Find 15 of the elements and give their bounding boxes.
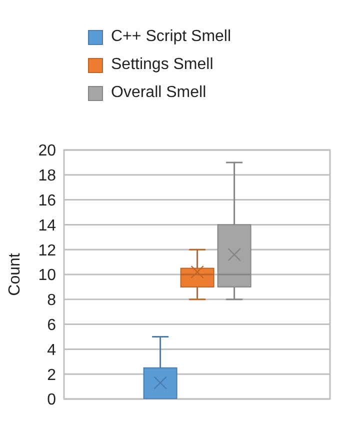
y-axis-title: Count: [6, 252, 24, 296]
y-tick-label: 0: [47, 392, 56, 409]
y-tick-label: 8: [47, 292, 56, 310]
y-tick-label: 2: [47, 366, 56, 384]
y-tick-label: 18: [38, 168, 56, 185]
legend-label: Overall Smell: [111, 84, 206, 102]
y-tick-label: 12: [38, 242, 56, 260]
y-tick-label: 6: [47, 316, 56, 334]
y-tick-label: 16: [38, 192, 56, 210]
legend-label: C++ Script Smell: [111, 28, 232, 46]
legend-label: Settings Smell: [111, 56, 214, 74]
y-tick-label: 14: [38, 217, 56, 234]
y-tick-label: 10: [38, 267, 56, 284]
y-tick-label: 4: [47, 342, 56, 359]
y-tick-label: 20: [38, 142, 56, 160]
